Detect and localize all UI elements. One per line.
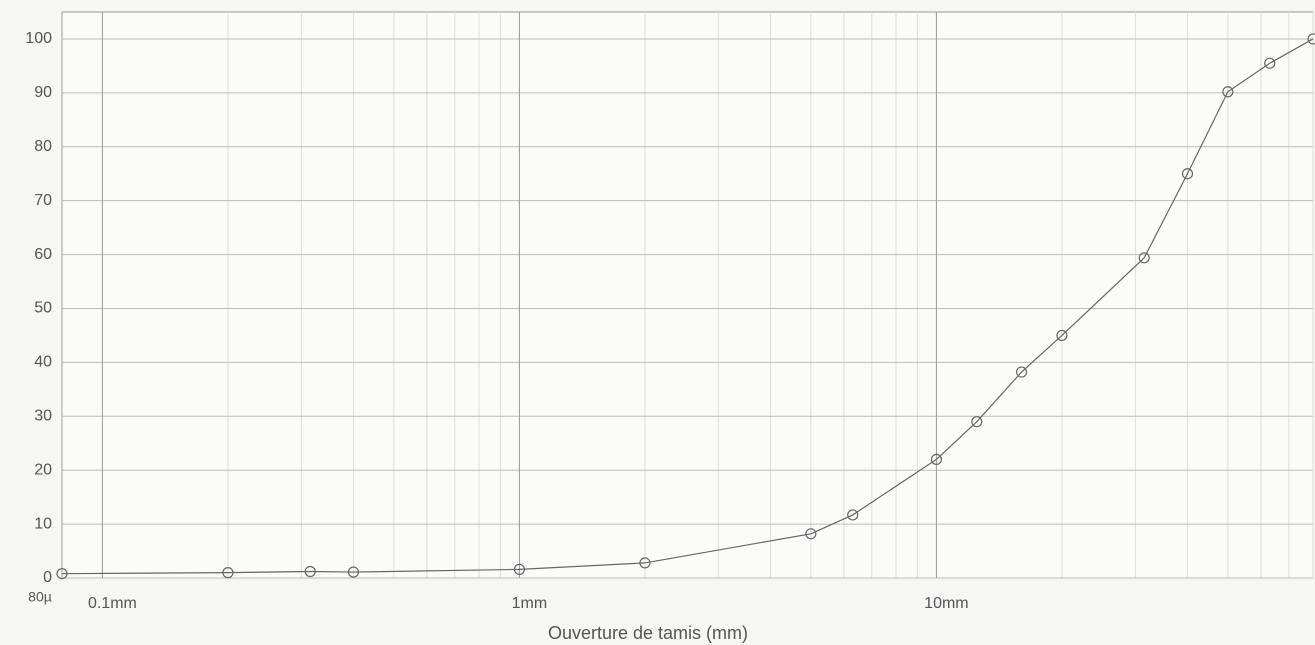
data-point	[805, 528, 817, 540]
data-point	[1138, 252, 1150, 264]
data-point	[1015, 366, 1028, 378]
y-tick-label: 90	[34, 84, 52, 101]
data-point	[930, 453, 943, 466]
x-tick-label: 80µ	[28, 589, 52, 605]
data-point	[639, 557, 651, 569]
y-tick-label: 80	[34, 138, 52, 155]
data-point	[1264, 57, 1276, 69]
data-point	[347, 566, 360, 578]
y-tick-label: 60	[34, 246, 52, 263]
data-point	[304, 565, 316, 578]
y-tick-label: 40	[34, 354, 52, 371]
x-tick-label: 0.1mm	[88, 595, 137, 612]
data-point	[222, 567, 234, 579]
data-point	[971, 416, 983, 428]
data-point	[1056, 329, 1068, 342]
y-tick-label: 100	[25, 30, 52, 47]
y-tick-label: 70	[34, 192, 52, 209]
y-tick-label: 10	[34, 515, 52, 532]
y-tick-label: 0	[43, 569, 52, 586]
data-point	[1307, 33, 1315, 45]
data-point	[56, 568, 68, 580]
data-point	[513, 563, 526, 575]
data-line	[61, 38, 1314, 575]
y-tick-label: 30	[34, 408, 52, 425]
data-point	[1222, 86, 1234, 98]
data-point	[1181, 168, 1194, 180]
plot-frame	[61, 11, 1314, 579]
x-tick-label: 10mm	[924, 595, 968, 612]
x-tick-label: 1mm	[512, 595, 548, 612]
y-tick-label: 20	[34, 461, 52, 478]
x-axis-label: Ouverture de tamis (mm)	[548, 623, 748, 643]
data-point	[847, 509, 859, 521]
y-tick-label: 50	[34, 300, 52, 317]
